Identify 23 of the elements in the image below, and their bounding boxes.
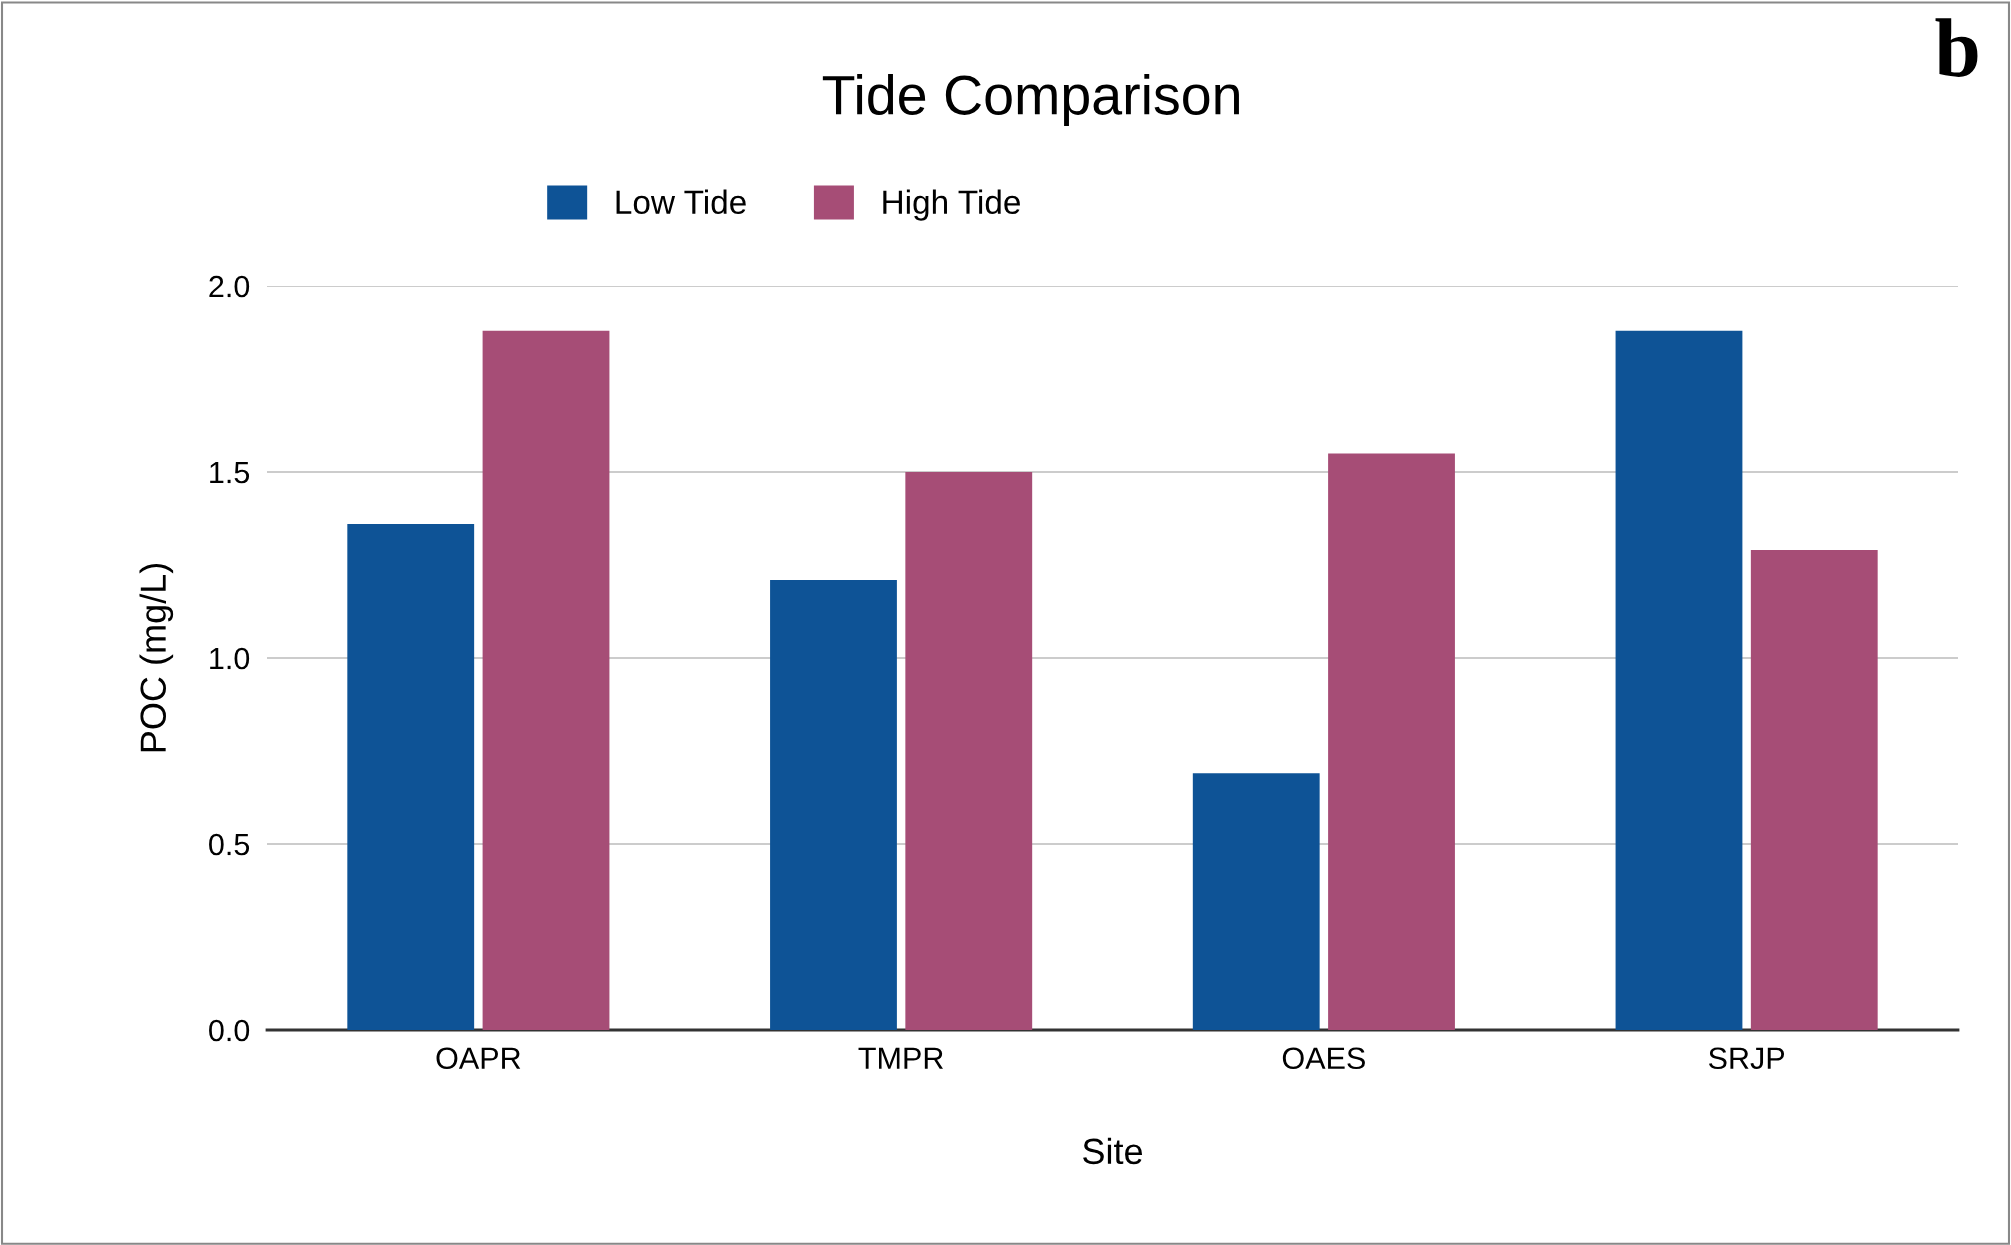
bar <box>1192 773 1320 1030</box>
x-tick-label: OAPR <box>436 1047 521 1070</box>
y-tick-label: 2.0 <box>209 275 250 298</box>
bar <box>347 524 475 1030</box>
legend-label: Low Tide <box>616 189 746 215</box>
x-tick-label: SRJP <box>1708 1047 1785 1070</box>
y-tick-label: 0.0 <box>209 1019 250 1042</box>
bar <box>1328 453 1455 1030</box>
chart-title: Tide Comparison <box>822 74 1239 126</box>
bar <box>1615 330 1743 1030</box>
x-axis-title: Site <box>1083 1137 1143 1165</box>
text: b <box>1935 18 1978 77</box>
legend-label: High Tide <box>883 189 1020 221</box>
x-tick-label: TMPR <box>858 1047 943 1069</box>
bar <box>905 472 1033 1030</box>
bar <box>482 330 610 1030</box>
bar <box>770 579 897 1030</box>
y-tick-label: 1.5 <box>210 462 250 484</box>
y-tick-label: 1.0 <box>210 647 250 670</box>
bar <box>1750 550 1878 1030</box>
y-tick-label: 0.5 <box>209 833 250 856</box>
y-axis-title: POC (mg/L) <box>139 563 174 752</box>
x-tick-label: OAES <box>1282 1047 1365 1070</box>
